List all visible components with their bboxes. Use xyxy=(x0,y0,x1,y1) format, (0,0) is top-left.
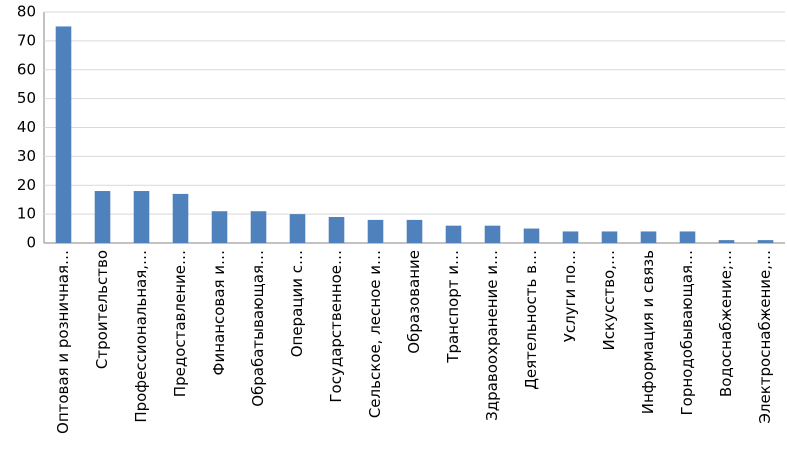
x-tick-label: Искусство,… xyxy=(600,250,618,350)
x-tick-label: Здравоохранение и… xyxy=(483,250,501,421)
x-tick-label: Операции с… xyxy=(288,250,306,357)
bar xyxy=(328,217,345,243)
x-tick-label: Электроснабжение,… xyxy=(756,250,774,424)
y-tick-label: 60 xyxy=(17,60,36,78)
x-tick-label: Горнодобывающая… xyxy=(678,250,696,415)
bar xyxy=(55,26,72,243)
bar xyxy=(94,191,111,243)
y-tick-label: 70 xyxy=(17,31,36,49)
bar xyxy=(484,225,501,243)
bar xyxy=(367,219,384,243)
y-tick-label: 40 xyxy=(17,118,36,136)
x-tick-label: Транспорт и… xyxy=(444,250,462,364)
bar xyxy=(640,231,657,243)
x-tick-label: Обрабатывающая… xyxy=(249,250,267,407)
y-tick-label: 80 xyxy=(17,3,36,21)
x-tick-label: Государственное… xyxy=(327,250,345,403)
bar xyxy=(718,240,735,243)
y-tick-label: 0 xyxy=(26,234,36,252)
bar xyxy=(289,214,306,243)
x-tick-label: Профессиональная,… xyxy=(132,250,150,423)
x-tick-label: Оптовая и розничная… xyxy=(54,250,72,434)
y-tick-label: 10 xyxy=(17,205,36,223)
x-tick-label: Образование xyxy=(405,250,423,354)
x-tick-label: Информация и связь xyxy=(639,250,657,414)
bar xyxy=(406,219,423,243)
x-tick-label: Деятельность в… xyxy=(522,250,540,390)
bar xyxy=(601,231,618,243)
bar xyxy=(679,231,696,243)
bar xyxy=(250,211,267,243)
bar xyxy=(445,225,462,243)
bar xyxy=(562,231,579,243)
y-tick-label: 30 xyxy=(17,147,36,165)
bar xyxy=(133,191,150,243)
x-tick-label: Услуги по… xyxy=(561,250,579,342)
y-tick-label: 20 xyxy=(17,176,36,194)
x-tick-label: Предоставление… xyxy=(171,250,189,397)
x-tick-label: Строительство xyxy=(93,250,111,369)
x-tick-label: Финансовая и… xyxy=(210,250,228,375)
x-tick-label: Водоснабжение;… xyxy=(717,250,735,397)
bar xyxy=(523,228,540,243)
y-tick-label: 50 xyxy=(17,89,36,107)
x-tick-label: Сельское, лесное и… xyxy=(366,250,384,418)
bar xyxy=(172,193,189,243)
bar xyxy=(211,211,228,243)
bar xyxy=(757,240,774,243)
